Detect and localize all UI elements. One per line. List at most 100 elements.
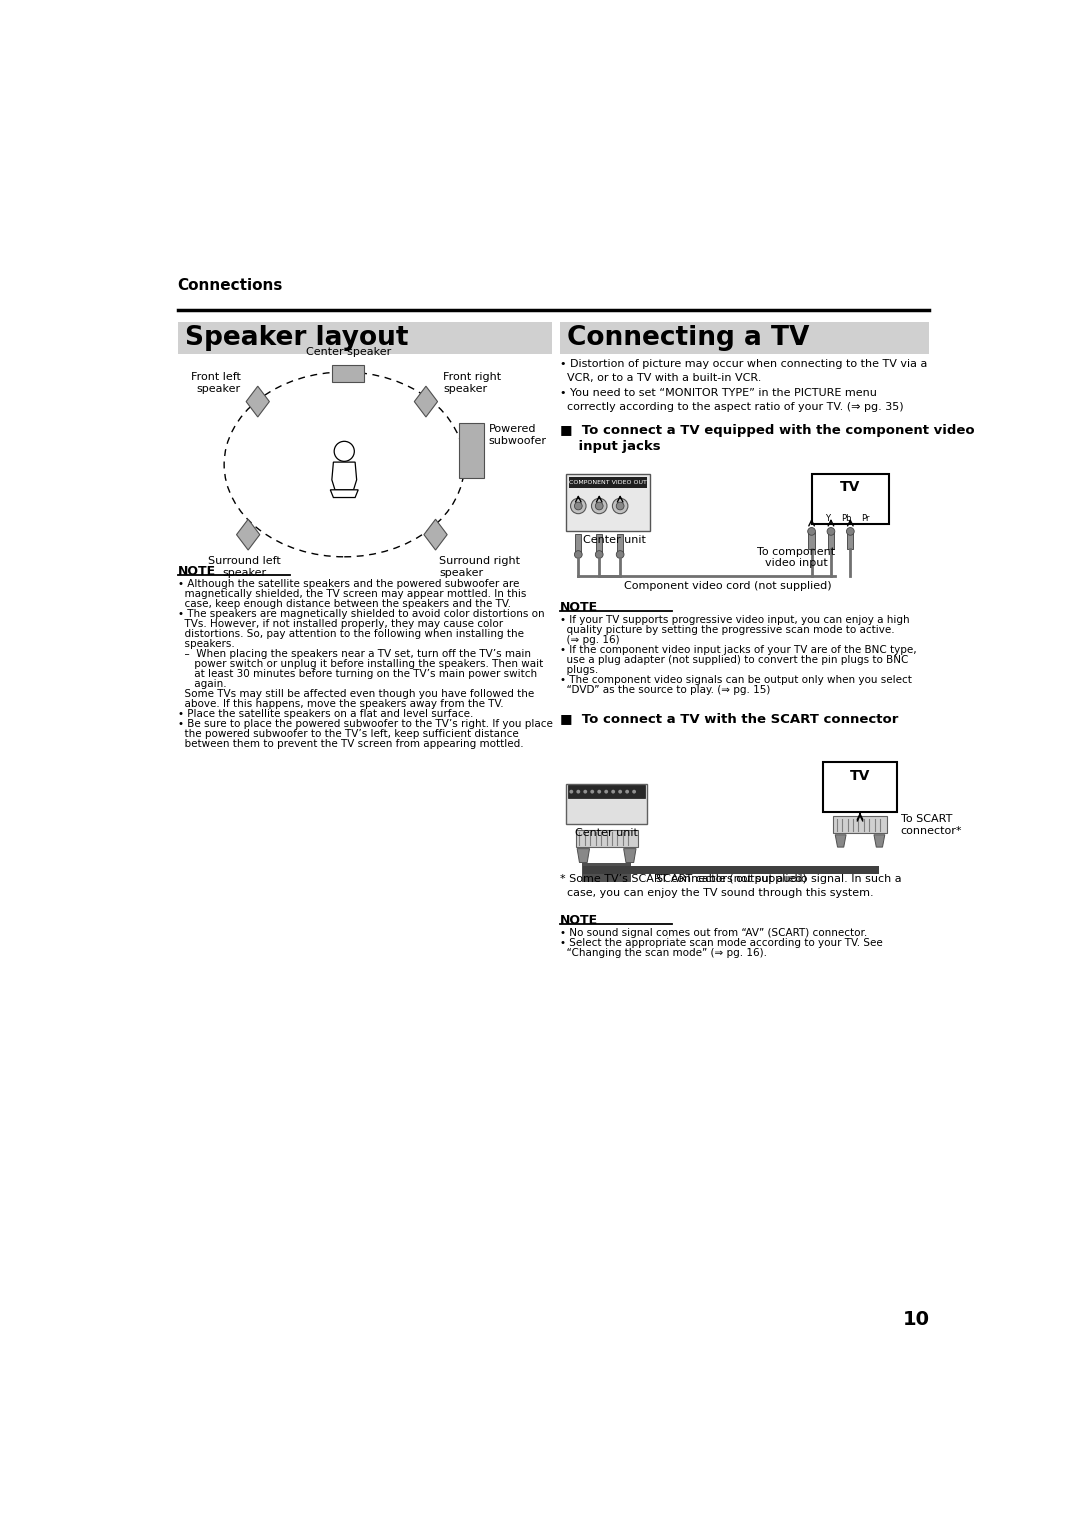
Circle shape	[583, 790, 588, 793]
Text: Surround right
speaker: Surround right speaker	[440, 556, 521, 578]
Text: TVs. However, if not installed properly, they may cause color: TVs. However, if not installed properly,…	[177, 619, 503, 630]
Text: • The speakers are magnetically shielded to avoid color distortions on: • The speakers are magnetically shielded…	[177, 610, 544, 619]
Circle shape	[575, 503, 582, 510]
Circle shape	[617, 503, 624, 510]
Bar	[576, 533, 581, 553]
Bar	[569, 477, 647, 487]
Polygon shape	[332, 461, 356, 490]
Polygon shape	[330, 490, 359, 498]
Circle shape	[847, 527, 854, 535]
Text: NOTE: NOTE	[177, 565, 216, 578]
Text: Front right
speaker: Front right speaker	[443, 373, 501, 394]
Circle shape	[334, 442, 354, 461]
Text: 10: 10	[903, 1309, 930, 1329]
Text: Speaker layout: Speaker layout	[186, 325, 409, 351]
Text: –  When placing the speakers near a TV set, turn off the TV’s main: – When placing the speakers near a TV se…	[177, 649, 530, 659]
Text: quality picture by setting the progressive scan mode to active.: quality picture by setting the progressi…	[559, 625, 894, 634]
Text: “DVD” as the source to play. (⇒ pg. 15): “DVD” as the source to play. (⇒ pg. 15)	[559, 685, 770, 695]
Polygon shape	[237, 520, 260, 550]
Bar	[809, 532, 814, 549]
Text: • Place the satellite speakers on a flat and level surface.: • Place the satellite speakers on a flat…	[177, 709, 473, 720]
Text: • Select the appropriate scan mode according to your TV. See: • Select the appropriate scan mode accor…	[559, 938, 882, 947]
Text: * Some TV’s SCART connectors output audio signal. In such a
  case, you can enjo: * Some TV’s SCART connectors output audi…	[559, 874, 902, 898]
Circle shape	[632, 790, 636, 793]
Text: magnetically shielded, the TV screen may appear mottled. In this: magnetically shielded, the TV screen may…	[177, 590, 526, 599]
Bar	[582, 862, 632, 882]
Text: plugs.: plugs.	[559, 665, 598, 674]
Bar	[630, 866, 879, 874]
Text: Front left
speaker: Front left speaker	[191, 373, 241, 394]
Text: Pr: Pr	[862, 515, 870, 524]
Bar	[559, 322, 930, 354]
Polygon shape	[623, 848, 636, 862]
Circle shape	[591, 790, 594, 793]
Circle shape	[617, 550, 624, 558]
Polygon shape	[835, 834, 846, 847]
Text: • If the component video input jacks of your TV are of the BNC type,: • If the component video input jacks of …	[559, 645, 916, 654]
Circle shape	[569, 790, 573, 793]
Text: case, keep enough distance between the speakers and the TV.: case, keep enough distance between the s…	[177, 599, 511, 610]
Bar	[177, 322, 552, 354]
Text: Powered
subwoofer: Powered subwoofer	[488, 425, 546, 446]
Circle shape	[597, 790, 602, 793]
Circle shape	[592, 498, 607, 513]
Polygon shape	[577, 848, 590, 862]
Text: “Changing the scan mode” (⇒ pg. 16).: “Changing the scan mode” (⇒ pg. 16).	[559, 947, 767, 958]
Text: Pb: Pb	[841, 515, 852, 524]
Text: TV: TV	[850, 769, 870, 782]
Text: again.: again.	[177, 680, 226, 689]
Bar	[583, 866, 843, 874]
Text: power switch or unplug it before installing the speakers. Then wait: power switch or unplug it before install…	[177, 659, 543, 669]
Text: use a plug adapter (not supplied) to convert the pin plugs to BNC: use a plug adapter (not supplied) to con…	[559, 654, 908, 665]
Text: SCART cable (not supplied): SCART cable (not supplied)	[656, 874, 807, 885]
Text: • Although the satellite speakers and the powered subwoofer are: • Although the satellite speakers and th…	[177, 579, 519, 590]
Circle shape	[570, 498, 586, 513]
Circle shape	[611, 790, 616, 793]
Bar	[833, 816, 887, 833]
Text: distortions. So, pay attention to the following when installing the: distortions. So, pay attention to the fo…	[177, 630, 524, 639]
Text: • If your TV supports progressive video input, you can enjoy a high: • If your TV supports progressive video …	[559, 614, 909, 625]
Text: • Distortion of picture may occur when connecting to the TV via a
  VCR, or to a: • Distortion of picture may occur when c…	[559, 359, 927, 384]
Text: Surround left
speaker: Surround left speaker	[207, 556, 281, 578]
Text: above. If this happens, move the speakers away from the TV.: above. If this happens, move the speaker…	[177, 700, 503, 709]
Text: To component
video input: To component video input	[757, 547, 835, 568]
Text: Some TVs may still be affected even though you have followed the: Some TVs may still be affected even thou…	[177, 689, 534, 700]
Bar	[596, 533, 603, 553]
Text: TV: TV	[840, 480, 861, 494]
Text: • No sound signal comes out from “AV” (SCART) connector.: • No sound signal comes out from “AV” (S…	[559, 927, 867, 938]
Text: Center unit: Center unit	[582, 535, 646, 545]
Circle shape	[595, 503, 603, 510]
Text: NOTE: NOTE	[559, 914, 598, 927]
Circle shape	[625, 790, 629, 793]
Bar	[568, 785, 645, 798]
Text: Center speaker: Center speaker	[306, 347, 391, 356]
Polygon shape	[424, 520, 447, 550]
Circle shape	[827, 527, 835, 535]
Text: Component video cord (not supplied): Component video cord (not supplied)	[623, 582, 832, 591]
Bar	[576, 830, 637, 847]
Text: Y: Y	[824, 515, 829, 524]
Bar	[828, 532, 834, 549]
Bar	[566, 784, 647, 824]
Text: Connecting a TV: Connecting a TV	[567, 325, 810, 351]
Circle shape	[575, 550, 582, 558]
Text: ■  To connect a TV equipped with the component video
    input jacks: ■ To connect a TV equipped with the comp…	[559, 423, 974, 454]
Text: • The component video signals can be output only when you select: • The component video signals can be out…	[559, 675, 912, 685]
Bar	[823, 762, 896, 813]
Polygon shape	[246, 387, 269, 417]
Bar	[847, 532, 853, 549]
Text: Connections: Connections	[177, 278, 283, 293]
Circle shape	[612, 498, 627, 513]
Circle shape	[618, 790, 622, 793]
Bar	[332, 365, 364, 382]
Text: speakers.: speakers.	[177, 639, 234, 649]
Circle shape	[605, 790, 608, 793]
Text: between them to prevent the TV screen from appearing mottled.: between them to prevent the TV screen fr…	[177, 740, 523, 749]
Text: at least 30 minutes before turning on the TV’s main power switch: at least 30 minutes before turning on th…	[177, 669, 537, 680]
Circle shape	[577, 790, 580, 793]
Bar	[566, 474, 649, 532]
Bar	[617, 533, 623, 553]
Text: COMPONENT VIDEO OUT: COMPONENT VIDEO OUT	[569, 480, 647, 484]
Text: (⇒ pg. 16): (⇒ pg. 16)	[559, 634, 619, 645]
Text: To SCART
connector*: To SCART connector*	[901, 814, 962, 836]
